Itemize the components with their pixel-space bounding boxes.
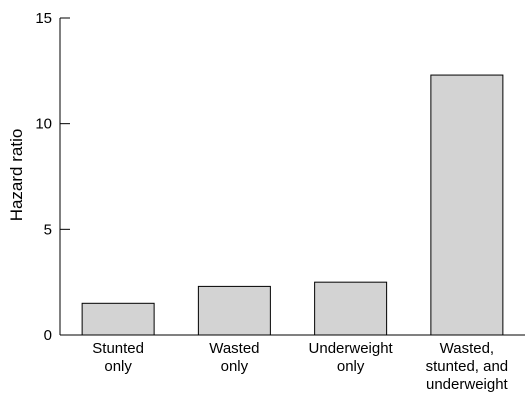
x-category-label: Wasted, stunted, and underweight [426, 340, 509, 393]
x-category-label-line: only [337, 358, 365, 375]
x-category-label-line: Wasted, [440, 340, 494, 357]
y-tick-label: 15 [35, 10, 52, 27]
y-tick-label: 5 [44, 221, 52, 238]
bar [81, 302, 155, 336]
x-category-label-line: stunted, and [426, 358, 509, 375]
x-category-label-line: only [104, 358, 132, 375]
bars [81, 74, 504, 336]
y-tick-label: 10 [35, 116, 52, 133]
x-category-label-line: Underweight [309, 340, 394, 357]
y-tick-label: 0 [44, 327, 52, 344]
x-category-label: Wasted only [209, 340, 259, 375]
y-axis-label: Hazard ratio [7, 129, 26, 222]
x-category-label-line: only [221, 358, 249, 375]
y-axis: 0 5 10 15 [35, 10, 70, 344]
x-category-label-line: Wasted [209, 340, 259, 357]
bar [197, 285, 271, 336]
x-category-label-line: Stunted [92, 340, 144, 357]
bar [430, 74, 504, 336]
x-category-label-line: underweight [426, 376, 509, 393]
x-category-label: Stunted only [92, 340, 144, 375]
bar [314, 281, 388, 336]
x-category-label: Underweight only [309, 340, 394, 375]
